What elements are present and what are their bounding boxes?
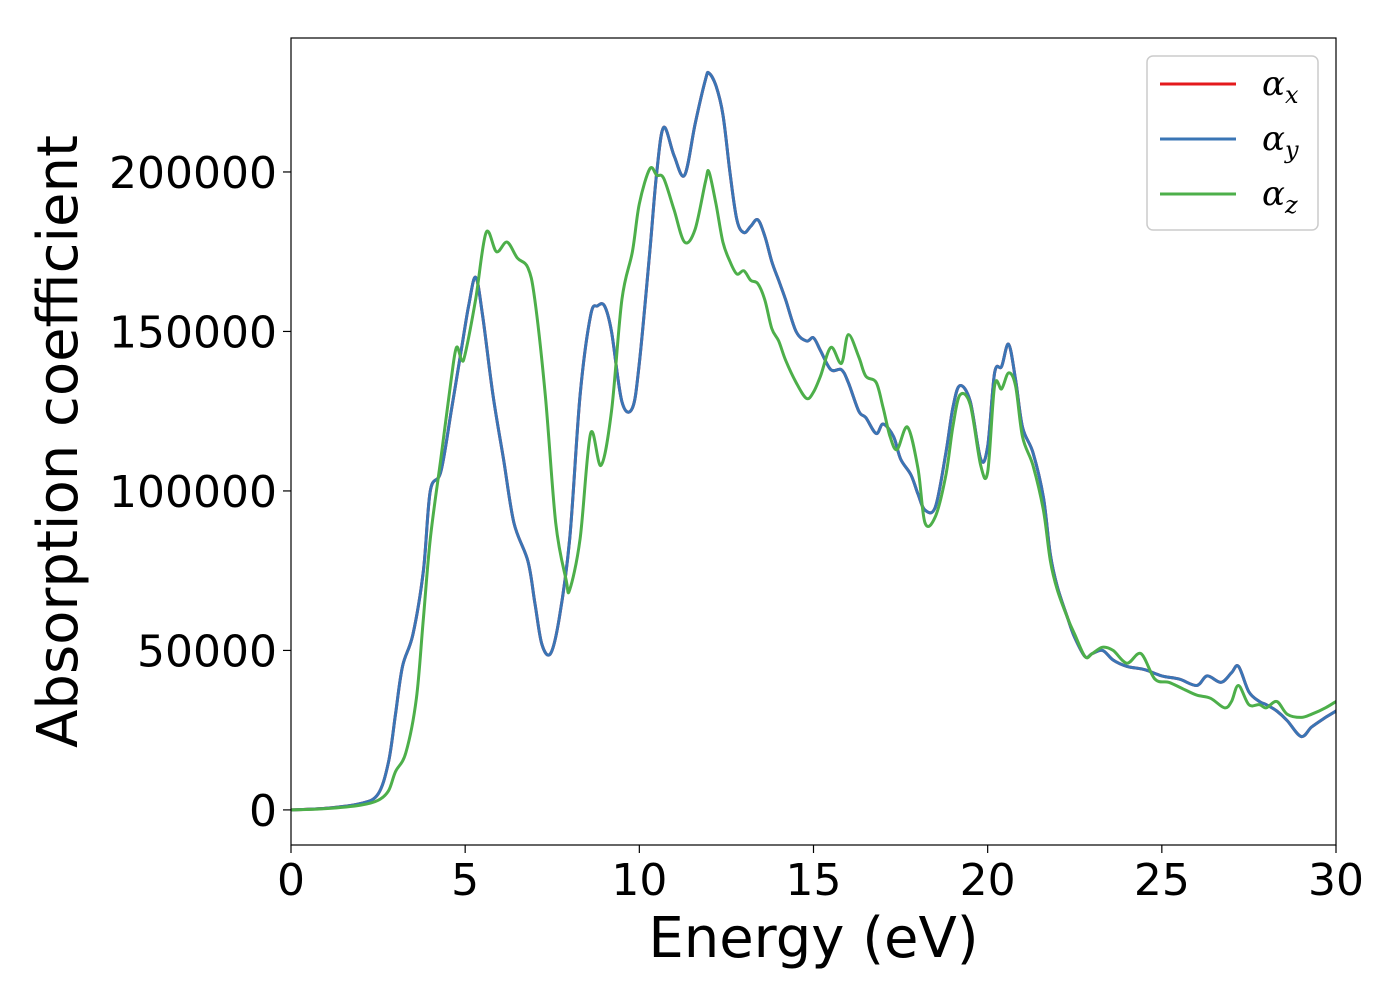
legend-frame bbox=[1146, 55, 1319, 231]
series-line-z bbox=[291, 166, 1336, 812]
series-layer bbox=[291, 70, 1336, 812]
x-tick-label: 5 bbox=[451, 855, 479, 906]
series-line-y bbox=[291, 70, 1336, 812]
x-tick-label: 10 bbox=[611, 855, 667, 906]
x-axis-label: Energy (eV) bbox=[648, 906, 978, 971]
x-tick-label: 25 bbox=[1134, 855, 1190, 906]
legend-label-z: αz bbox=[1262, 174, 1298, 219]
y-tick-label: 0 bbox=[249, 786, 277, 837]
y-tick-label: 50000 bbox=[137, 626, 277, 677]
legend-label-x: αx bbox=[1262, 64, 1299, 109]
y-tick-label: 100000 bbox=[109, 467, 277, 518]
y-axis-label: Absorption coefficient bbox=[26, 135, 91, 748]
y-tick-label: 150000 bbox=[109, 307, 277, 358]
y-tick-label: 200000 bbox=[109, 148, 277, 199]
x-tick-label: 15 bbox=[786, 855, 842, 906]
ticks-layer: 0 5 10 15 20 25 30 0 50000 100000 150000 200000 bbox=[109, 148, 1364, 906]
x-tick-label: 20 bbox=[960, 855, 1016, 906]
legend: αx αy αz bbox=[1146, 55, 1319, 231]
x-tick-label: 30 bbox=[1308, 855, 1364, 906]
x-tick-label: 0 bbox=[277, 855, 305, 906]
legend-label-y: αy bbox=[1262, 119, 1299, 164]
